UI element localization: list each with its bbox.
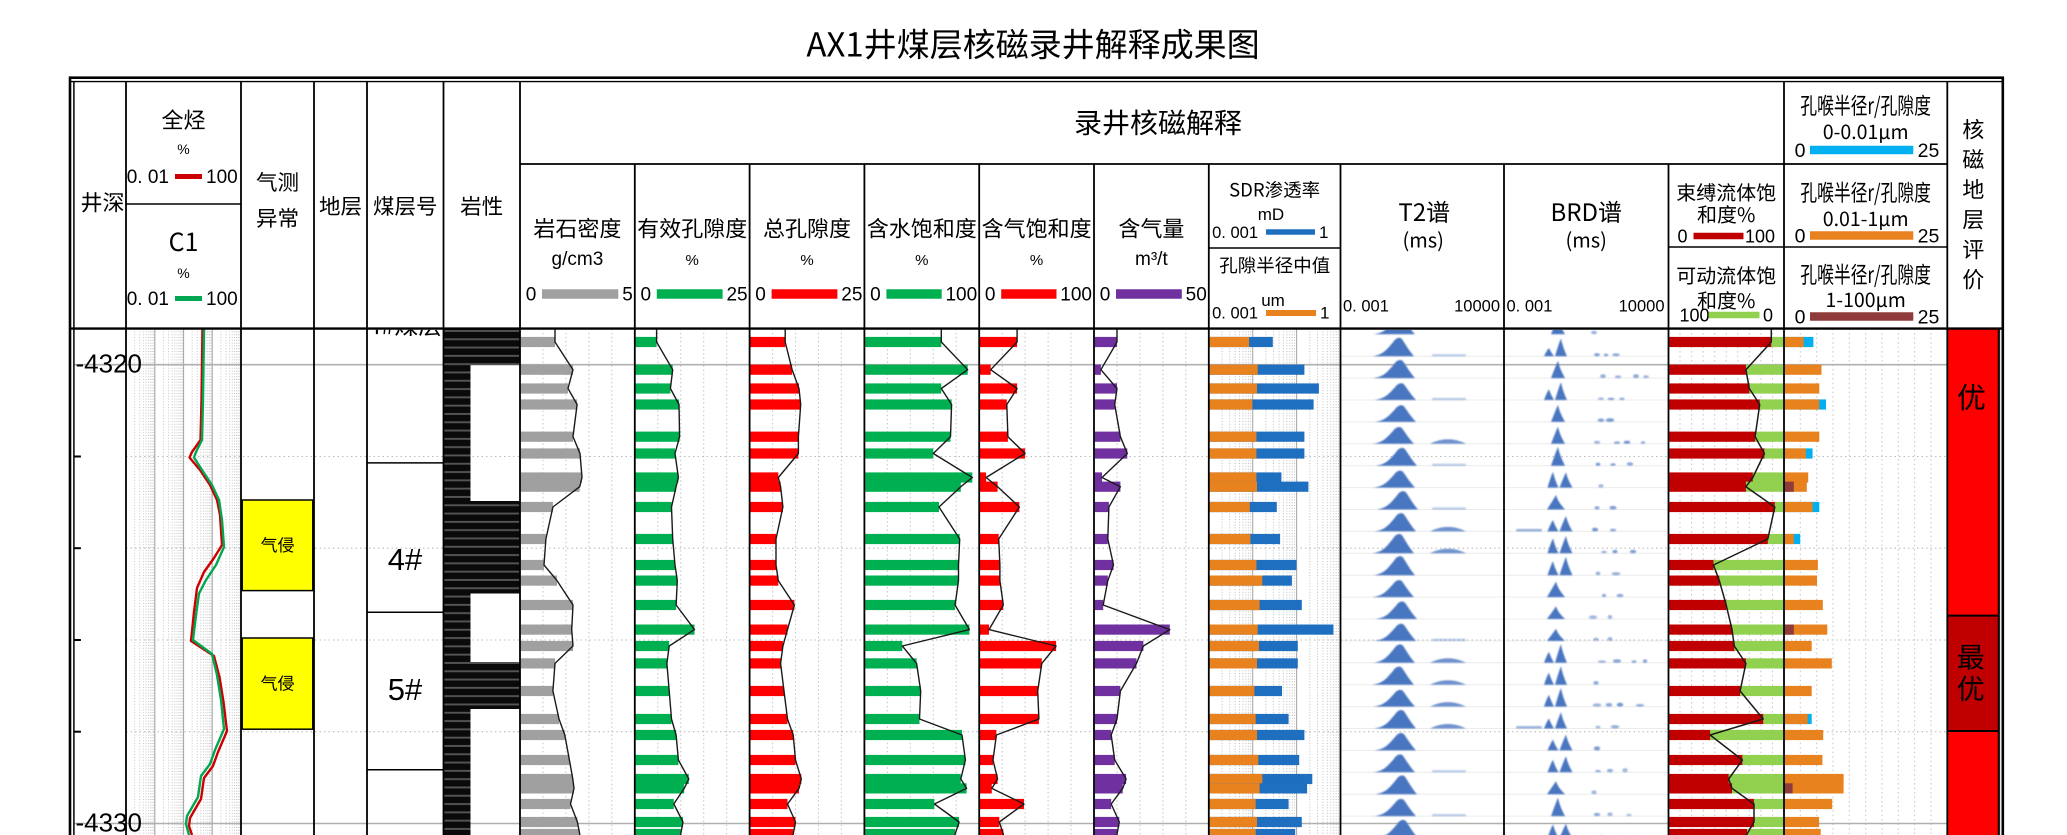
svg-text:0: 0 — [870, 285, 881, 306]
svg-text:100: 100 — [945, 285, 977, 306]
svg-text:10000: 10000 — [1454, 298, 1500, 316]
svg-text:0: 0 — [985, 285, 996, 306]
svg-text:0. 001: 0. 001 — [1212, 305, 1258, 323]
svg-text:%: % — [177, 141, 189, 157]
svg-text:%: % — [686, 252, 699, 269]
svg-text:1: 1 — [1319, 223, 1328, 242]
svg-text:5#: 5# — [388, 672, 423, 707]
svg-text:10000: 10000 — [1619, 298, 1665, 316]
svg-text:0: 0 — [1677, 227, 1687, 247]
svg-text:0. 01: 0. 01 — [127, 289, 169, 310]
svg-text:25: 25 — [841, 285, 862, 306]
svg-text:25: 25 — [726, 285, 747, 306]
svg-text:0. 01: 0. 01 — [127, 167, 169, 188]
svg-text:50: 50 — [1186, 285, 1207, 306]
svg-text:0: 0 — [526, 285, 537, 306]
svg-text:0. 001: 0. 001 — [1507, 298, 1553, 316]
svg-text:1: 1 — [1320, 304, 1329, 323]
svg-text:mD: mD — [1258, 205, 1284, 224]
svg-text:m³/t: m³/t — [1135, 249, 1168, 270]
svg-text:0: 0 — [1795, 307, 1806, 329]
svg-text:%: % — [177, 265, 189, 281]
svg-text:100: 100 — [1680, 306, 1710, 326]
svg-text:%: % — [1030, 252, 1043, 269]
svg-text:5: 5 — [622, 285, 633, 306]
svg-text:0. 001: 0. 001 — [1343, 298, 1389, 316]
svg-text:0: 0 — [1100, 285, 1111, 306]
svg-text:g/cm3: g/cm3 — [552, 249, 604, 270]
svg-text:25: 25 — [1918, 226, 1940, 248]
svg-text:%: % — [800, 252, 813, 269]
svg-text:4#: 4# — [388, 542, 423, 577]
svg-text:25: 25 — [1918, 307, 1940, 329]
svg-text:100: 100 — [206, 167, 238, 188]
svg-text:100: 100 — [206, 289, 238, 310]
svg-text:0: 0 — [641, 285, 652, 306]
svg-text:-4320: -4320 — [76, 349, 143, 379]
svg-text:25: 25 — [1918, 140, 1940, 162]
svg-text:0. 001: 0. 001 — [1212, 224, 1258, 242]
svg-text:100: 100 — [1060, 285, 1092, 306]
svg-text:%: % — [915, 252, 928, 269]
svg-text:0: 0 — [1795, 226, 1806, 248]
svg-text:-4330: -4330 — [76, 807, 143, 835]
svg-text:100: 100 — [1745, 227, 1775, 247]
svg-text:0: 0 — [1763, 306, 1773, 326]
svg-text:0: 0 — [1795, 140, 1806, 162]
svg-text:0: 0 — [755, 285, 766, 306]
svg-text:um: um — [1261, 291, 1285, 310]
